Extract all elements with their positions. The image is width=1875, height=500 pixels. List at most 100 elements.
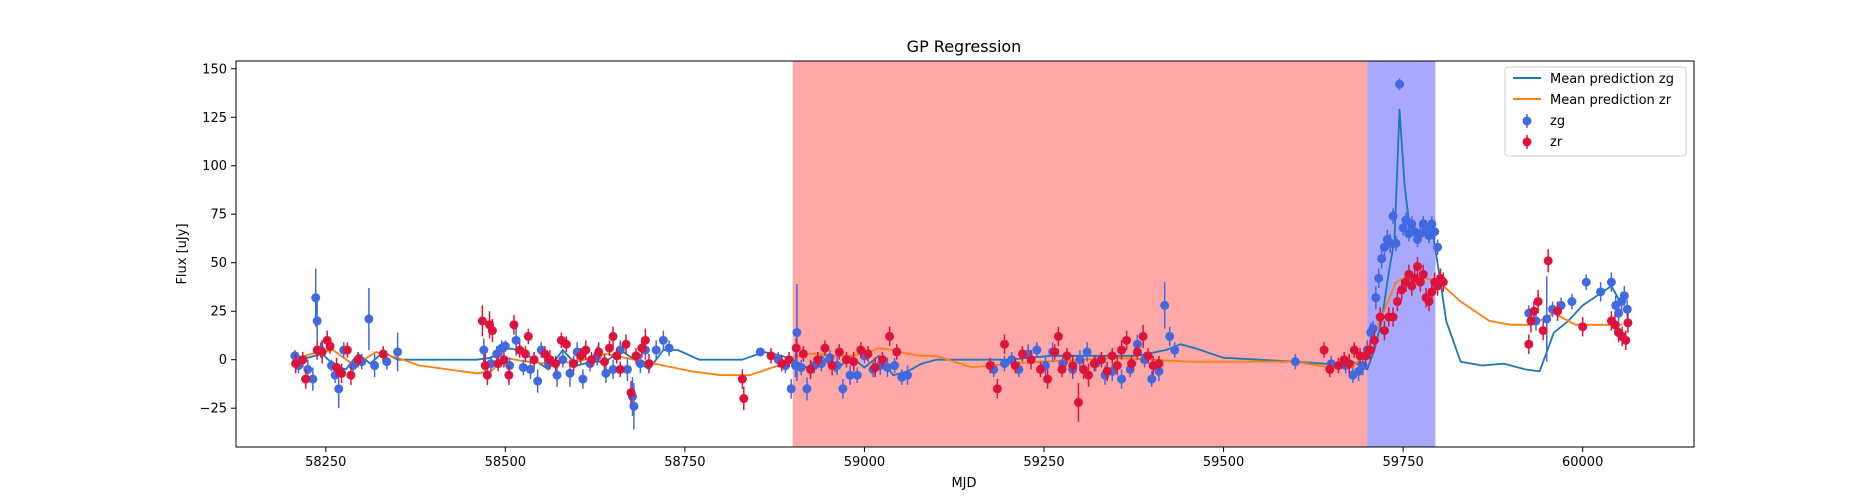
- data-point-zr-82: [1084, 363, 1094, 387]
- data-point-zg-101: [1368, 320, 1378, 337]
- data-point-zr-42: [626, 381, 636, 405]
- x-tick-label: 58250: [305, 455, 346, 470]
- data-point-zr-85: [1102, 361, 1112, 382]
- chart-title: GP Regression: [907, 37, 1022, 56]
- data-point-zr-109: [1388, 307, 1398, 327]
- data-point-zg-70: [1000, 355, 1010, 372]
- data-point-zr-96: [1319, 342, 1329, 358]
- data-point-zg-33: [578, 369, 588, 389]
- data-point-zr-87: [1112, 355, 1122, 376]
- data-point-zg-14: [370, 353, 380, 378]
- data-point-zg-46: [664, 340, 674, 356]
- data-point-zg-60: [845, 365, 855, 385]
- y-tick-label: −25: [200, 402, 227, 417]
- data-point-zr-105: [1369, 330, 1379, 351]
- data-point-zr-129: [1533, 289, 1543, 314]
- data-point-zg-17: [479, 338, 489, 362]
- data-point-zg-123: [1433, 239, 1443, 255]
- data-point-zr-34: [587, 351, 597, 368]
- data-point-zr-52: [791, 338, 801, 358]
- data-point-zr-21: [509, 315, 519, 335]
- data-point-zr-125: [1438, 272, 1448, 292]
- data-point-zr-11: [353, 351, 363, 368]
- data-point-zr-84: [1096, 351, 1106, 368]
- legend-label-zr-line: Mean prediction zr: [1550, 93, 1672, 108]
- data-point-zr-24: [523, 328, 533, 345]
- x-tick-label: 59000: [844, 455, 885, 470]
- data-point-zr-98: [1333, 357, 1343, 374]
- data-point-zr-20: [504, 365, 514, 385]
- data-point-zr-95: [1154, 355, 1164, 372]
- data-point-zg-130: [1581, 274, 1591, 290]
- data-point-zr-66: [892, 344, 902, 360]
- data-point-zr-32: [576, 348, 586, 364]
- data-point-zr-61: [856, 342, 866, 358]
- legend-label-zr: zr: [1550, 135, 1563, 150]
- shaded-region-0: [792, 61, 1368, 447]
- data-point-zg-126: [1542, 276, 1552, 362]
- data-point-zr-69: [1000, 334, 1010, 354]
- data-point-zr-79: [1068, 355, 1078, 376]
- data-point-zr-93: [1143, 348, 1153, 364]
- data-point-zr-101: [1349, 342, 1359, 358]
- data-point-zr-74: [1043, 369, 1053, 389]
- data-point-zr-40: [615, 361, 625, 378]
- data-point-zr-26: [540, 346, 550, 362]
- x-tick-label: 60000: [1562, 455, 1603, 470]
- data-point-zr-64: [877, 351, 887, 368]
- data-point-zg-5: [312, 301, 322, 341]
- data-point-zr-63: [870, 357, 880, 378]
- data-point-zr-13: [477, 305, 487, 337]
- data-point-zr-50: [777, 355, 787, 372]
- data-point-zg-93: [1290, 353, 1300, 370]
- data-point-zg-25: [525, 359, 535, 380]
- y-axis-label: Flux [uJy]: [175, 223, 190, 284]
- legend-marker-zr: [1522, 137, 1532, 147]
- data-point-zg-68: [903, 365, 913, 385]
- data-point-zr-6: [325, 338, 335, 354]
- x-tick-label: 59750: [1382, 455, 1423, 470]
- data-point-zg-102: [1371, 286, 1381, 310]
- data-point-zr-118: [1418, 264, 1428, 285]
- data-point-zr-54: [806, 359, 816, 380]
- data-point-zg-37: [608, 359, 618, 380]
- data-point-zr-47: [737, 369, 747, 389]
- x-tick-label: 59250: [1023, 455, 1064, 470]
- data-point-zr-51: [784, 351, 794, 368]
- data-point-zg-24: [518, 359, 528, 376]
- data-point-zr-130: [1538, 320, 1548, 341]
- data-point-zr-97: [1325, 361, 1335, 378]
- data-point-zg-44: [651, 340, 661, 360]
- data-point-zg-91: [1165, 326, 1175, 347]
- data-point-zr-72: [1026, 350, 1036, 370]
- data-point-zr-38: [608, 326, 618, 347]
- legend-marker-zg: [1522, 116, 1532, 126]
- data-point-zg-131: [1596, 282, 1606, 302]
- data-point-zr-90: [1127, 355, 1137, 372]
- data-point-zg-13: [364, 287, 374, 351]
- legend-box: [1504, 66, 1687, 157]
- data-point-zr-12: [378, 346, 388, 362]
- data-point-zr-89: [1122, 330, 1132, 351]
- data-point-zr-4: [317, 340, 327, 364]
- data-point-zr-76: [1053, 326, 1063, 347]
- data-point-zg-65: [882, 357, 892, 378]
- data-point-zr-83: [1089, 355, 1099, 372]
- data-point-zr-81: [1079, 359, 1089, 380]
- data-point-zg-50: [786, 379, 796, 399]
- data-point-zg-30: [558, 351, 568, 368]
- data-point-zr-37: [604, 340, 614, 356]
- data-point-zr-35: [594, 342, 604, 362]
- data-point-zr-131: [1543, 249, 1553, 273]
- shaded-region-1: [1367, 61, 1436, 447]
- data-point-zr-39: [612, 348, 622, 364]
- data-point-zg-129: [1567, 293, 1577, 310]
- data-point-zr-100: [1344, 353, 1354, 374]
- data-point-zr-107: [1379, 320, 1389, 341]
- plot-frame: [235, 60, 1695, 448]
- data-point-zg-80: [1082, 342, 1092, 362]
- data-point-zg-45: [658, 330, 668, 351]
- data-point-zg-52: [792, 284, 802, 382]
- data-point-zr-19: [499, 351, 509, 368]
